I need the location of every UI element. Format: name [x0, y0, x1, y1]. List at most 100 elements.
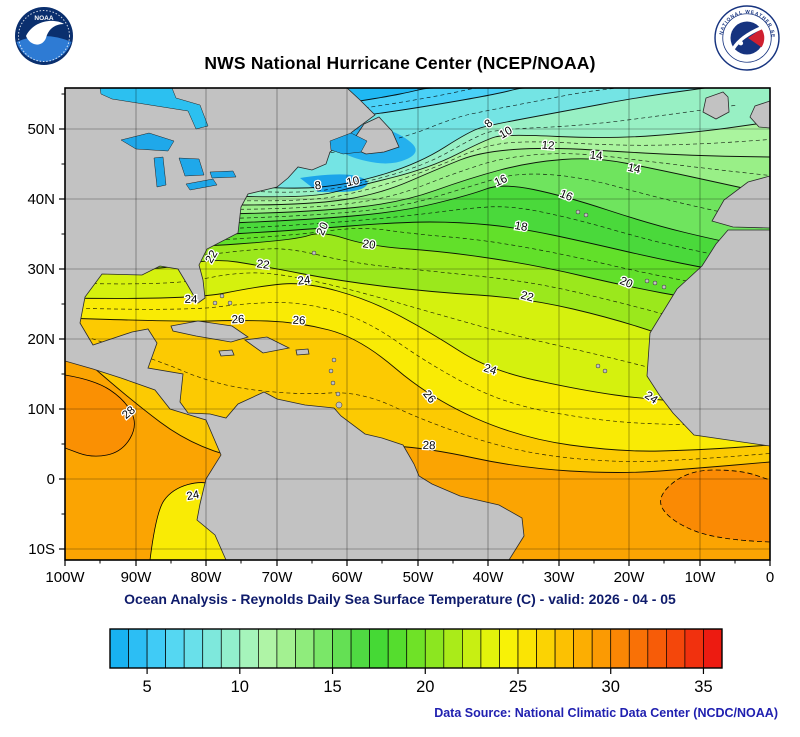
colorbar-cell — [202, 628, 222, 669]
colorbar: 5 10 15 20 25 30 35 — [109, 628, 723, 696]
island-dot — [661, 284, 667, 290]
colorbar-tick-label: 25 — [509, 678, 527, 696]
contour-18 — [65, 221, 770, 281]
colorbar-border — [109, 628, 723, 669]
land-england — [749, 100, 770, 129]
pacific-warm-pool — [65, 374, 135, 457]
colorbar-cell — [610, 628, 630, 669]
water-lake-michigan — [153, 156, 167, 188]
graticule — [65, 88, 770, 560]
land-west-africa — [646, 229, 770, 447]
page-title: NWS National Hurricane Center (NCEP/NOAA… — [204, 53, 596, 73]
x-axis-label: 60W — [332, 569, 364, 586]
map-caption: Ocean Analysis - Reynolds Daily Sea Surf… — [124, 591, 676, 607]
y-axis-label: 30N — [27, 261, 55, 278]
colorbar-cell — [332, 628, 352, 669]
colorbar-cell — [536, 628, 556, 669]
contour-label: 22 — [519, 290, 534, 305]
colorbar-cell — [666, 628, 686, 669]
x-axis-label: 30W — [544, 569, 576, 586]
colorbar-cell — [591, 628, 612, 669]
water-gulf-of-st-lawrence — [329, 132, 368, 155]
colorbar-cell — [146, 628, 166, 669]
island-dot — [328, 368, 334, 374]
land-hispaniola — [243, 336, 291, 354]
dashed-contour — [65, 329, 770, 462]
x-axis-label: 20W — [614, 569, 646, 586]
colorbar-cell — [499, 628, 519, 669]
x-axis-label: 40W — [473, 569, 505, 586]
island-dot — [212, 300, 218, 306]
island-dot — [311, 250, 317, 256]
colorbar-cell — [239, 628, 259, 669]
colorbar-cell — [684, 628, 704, 669]
contour-20 — [65, 233, 770, 309]
colorbar-cell — [387, 628, 408, 669]
dashed-contour — [65, 206, 770, 266]
noaa-logo-icon: NOAA — [15, 7, 73, 65]
contour-label: 20 — [362, 238, 376, 252]
contour-12 — [65, 147, 770, 211]
island-dot — [602, 368, 608, 374]
colorbar-cell — [647, 628, 667, 669]
colorbar-cell — [276, 628, 296, 669]
contour-26 — [65, 317, 770, 452]
colorbar-cell — [295, 628, 315, 669]
x-axis-label: 50W — [403, 569, 435, 586]
contour-label: 26 — [231, 314, 244, 326]
colorbar-cell — [406, 628, 426, 669]
colorbar-cell — [480, 628, 500, 669]
water-lake-erie — [185, 178, 218, 191]
island-dot — [330, 380, 336, 386]
colorbar-cell — [165, 628, 185, 669]
land-puerto-rico — [295, 348, 310, 356]
noaa-logo-label: NOAA — [34, 15, 53, 22]
island-dot — [227, 300, 233, 306]
x-axis-label: 0 — [766, 569, 774, 586]
y-axis-label: 50N — [27, 121, 55, 138]
contour-label: 14 — [626, 162, 642, 177]
contour-label: 26 — [292, 315, 306, 328]
contour-16 — [65, 185, 770, 251]
land-iberia — [711, 175, 770, 229]
dashed-contour — [65, 228, 770, 295]
island-dot — [652, 280, 658, 286]
contour-label: 24 — [297, 274, 312, 287]
colorbar-cell — [313, 628, 333, 669]
x-axis-label: 90W — [121, 569, 153, 586]
land-cuba — [170, 320, 249, 343]
axis-labels: 100W 90W 80W 70W 60W 50W 40W 30W 20W 10W 0 50N 40N 30… — [27, 121, 774, 586]
island-dot — [595, 363, 601, 369]
dashed-contour — [65, 302, 770, 426]
x-axis-label: 70W — [262, 569, 294, 586]
contour-14 — [65, 158, 770, 221]
island-dot — [331, 357, 337, 363]
gulf-of-guinea-warm-pool — [660, 469, 770, 543]
contour-24 — [65, 283, 770, 407]
contour-label: 18 — [514, 220, 529, 234]
dashed-contour — [65, 153, 770, 216]
contour-label: 22 — [256, 258, 270, 272]
colorbar-cell — [703, 628, 723, 669]
colorbar-tick-label: 35 — [694, 678, 712, 696]
colorbar-cell — [573, 628, 593, 669]
x-axis-label: 10W — [685, 569, 717, 586]
colorbar-tick-label: 20 — [416, 678, 434, 696]
colorbar-tick-label: 10 — [231, 678, 249, 696]
x-axis-label: 100W — [45, 569, 85, 586]
colorbar-cell — [424, 628, 445, 669]
y-axis-label: 0 — [47, 471, 55, 488]
dashed-contour — [65, 173, 770, 226]
y-axis-label: 10S — [28, 541, 55, 558]
contour-label: 24 — [186, 489, 201, 503]
dashed-contour — [65, 139, 770, 206]
colorbar-cell — [128, 628, 148, 669]
contour-label: 10 — [346, 175, 361, 189]
colorbar-cell — [369, 628, 389, 669]
island-dot — [335, 391, 341, 397]
colorbar-segments — [109, 628, 723, 669]
water-lake-ontario — [209, 170, 237, 179]
colorbar-tick-label: 15 — [323, 678, 341, 696]
